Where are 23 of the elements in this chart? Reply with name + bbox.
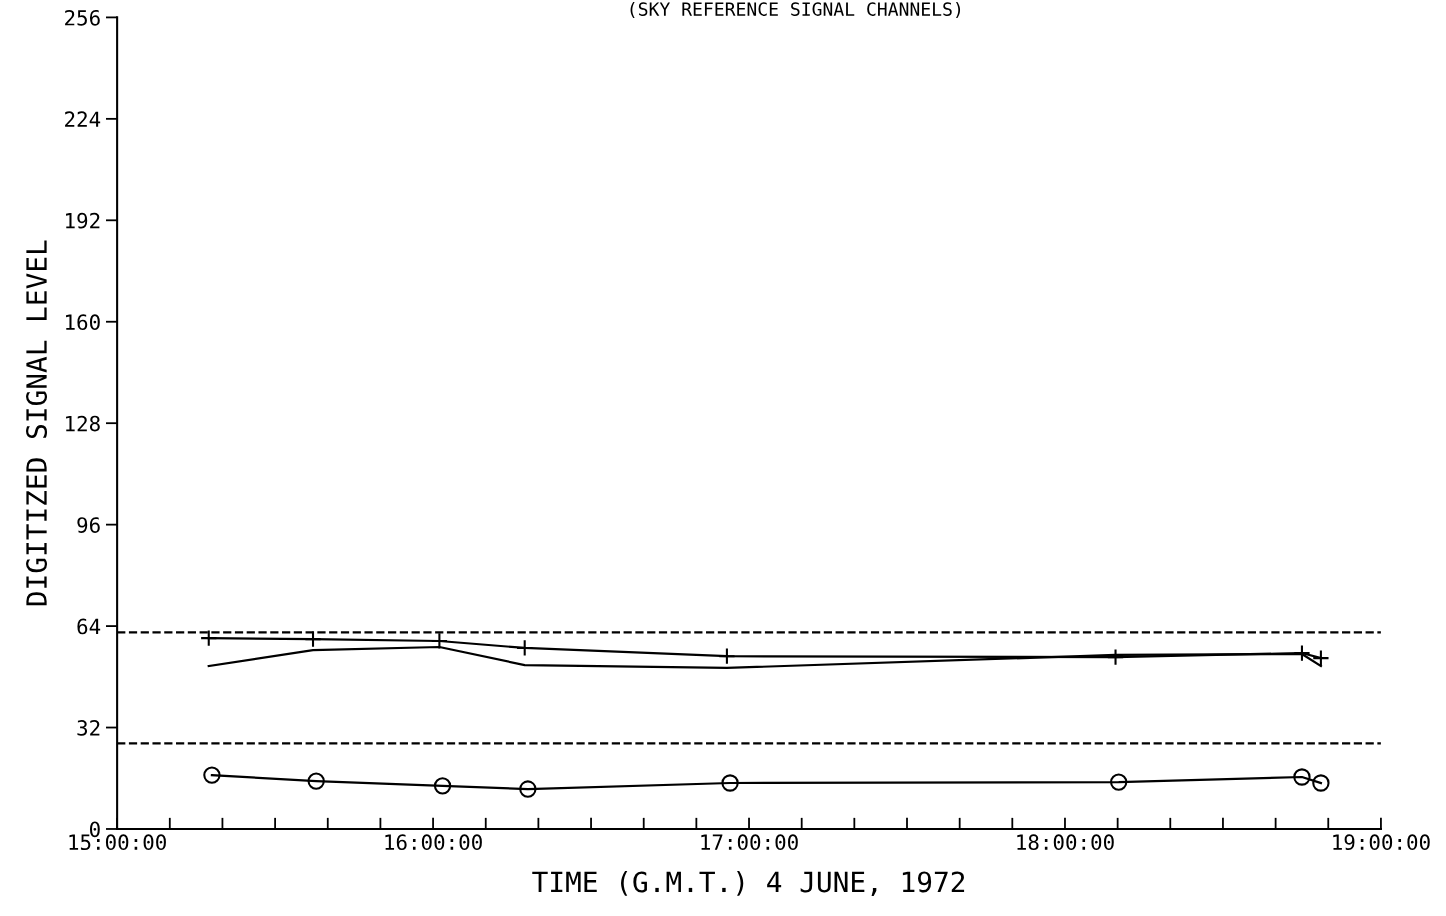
x-tick-label: 17:00:00	[701, 834, 798, 851]
point	[1312, 774, 1330, 792]
x-axis-title: TIME (G.M.T.) 4 JUNE, 1972	[532, 870, 965, 896]
y-tick-label: 64	[77, 618, 101, 635]
point	[519, 780, 537, 798]
x-tick-label: 16:00:00	[385, 834, 482, 851]
y-tick-label: 32	[77, 720, 100, 736]
x-tick-label: 18:00:00	[1017, 834, 1114, 851]
point	[1110, 773, 1128, 791]
point	[721, 774, 739, 792]
y-tick-label: 128	[66, 415, 100, 432]
chart-title: (SKY REFERENCE SIGNAL CHANNELS)	[630, 1, 961, 19]
point	[203, 766, 221, 784]
y-tick-label: 160	[66, 314, 100, 331]
point	[1293, 768, 1311, 786]
y-tick-label: 224	[65, 111, 101, 127]
y-axis-title: DIGITIZED SIGNAL LEVEL	[26, 240, 48, 606]
x-tick-label: 19:00:00	[1333, 834, 1430, 851]
point	[433, 777, 452, 795]
y-tick-label: 192	[66, 212, 100, 229]
y-tick-label: 256	[65, 9, 100, 26]
point	[307, 772, 325, 790]
y-tick-label: 96	[77, 517, 100, 533]
